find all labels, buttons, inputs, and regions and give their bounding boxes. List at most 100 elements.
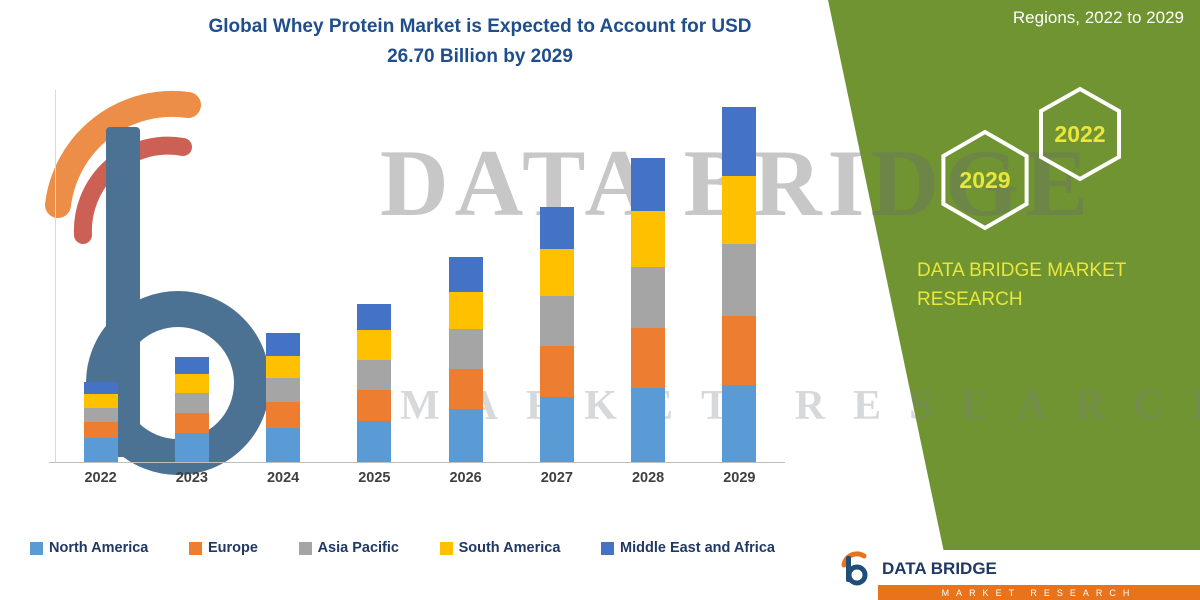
x-axis-label-2029: 2029 — [723, 470, 756, 486]
x-axis-label-2022: 2022 — [84, 470, 117, 486]
legend-swatch-asia-pacific — [298, 541, 312, 555]
legend-label-asia-pacific: Asia Pacific — [317, 540, 399, 556]
bar-segment-asia-pacific — [448, 329, 483, 370]
watermark-market-research: MARKET RESEARCH — [400, 383, 1200, 429]
hexagon-2022-label: 2022 — [1054, 121, 1105, 147]
bar-column-2023: 2023 — [174, 90, 209, 486]
report-scope-text: Regions, 2022 to 2029 — [1012, 8, 1184, 27]
bar-segment-asia-pacific — [631, 266, 666, 328]
bar-segment-south-america — [174, 374, 209, 394]
footer-brand-box: DATA BRIDGE MARKET RESEARCH — [822, 550, 1200, 600]
bar-column-2022: 2022 — [83, 90, 118, 486]
bar-segment-north-america — [631, 387, 666, 462]
bar-segment-europe — [83, 422, 118, 439]
bar-segment-south-america — [722, 176, 757, 245]
legend-label-south-america: South America — [458, 540, 561, 556]
stacked-bar-2029 — [722, 107, 757, 462]
bar-segment-south-america — [357, 330, 392, 360]
legend-item-north-america: North America — [30, 540, 148, 556]
bar-segment-asia-pacific — [266, 378, 301, 403]
footer-logo-icon — [841, 551, 868, 586]
bar-segment-south-america — [448, 291, 483, 330]
bar-segment-asia-pacific — [174, 393, 209, 413]
logo-orange-arc — [45, 90, 201, 218]
bar-segment-middle-east-and-africa — [174, 357, 209, 375]
bar-column-2027: 2027 — [539, 90, 574, 486]
stacked-bar-2024 — [266, 333, 301, 462]
bar-column-2026: 2026 — [448, 90, 483, 486]
footer-brand-name: DATA BRIDGE — [882, 559, 997, 578]
hexagon-2029-label: 2029 — [959, 167, 1010, 193]
chart-legend: North America Europe Asia Pacific South Ame… — [30, 540, 775, 556]
bar-segment-asia-pacific — [539, 295, 574, 347]
bar-segment-europe — [357, 390, 392, 421]
x-axis-line — [49, 462, 785, 463]
stacked-bar-2025 — [357, 303, 392, 462]
bar-column-2028: 2028 — [631, 90, 666, 486]
bar-segment-middle-east-and-africa — [722, 107, 757, 177]
bar-segment-north-america — [83, 438, 118, 462]
bar-segment-middle-east-and-africa — [539, 206, 574, 250]
bar-segment-asia-pacific — [83, 407, 118, 423]
bar-segment-europe — [631, 327, 666, 388]
legend-item-asia-pacific: Asia Pacific — [298, 540, 399, 556]
bar-column-2024: 2024 — [266, 90, 301, 486]
legend-item-europe: Europe — [189, 540, 258, 556]
panel-brand-line2: RESEARCH — [917, 289, 1023, 311]
legend-swatch-south-america — [439, 541, 453, 555]
bar-segment-europe — [539, 346, 574, 397]
legend-label-middle-east-and-africa: Middle East and Africa — [620, 540, 775, 556]
stacked-bar-2022 — [83, 382, 118, 462]
bar-column-2029: 2029 — [722, 90, 757, 486]
chart-title-line2: 26.70 Billion by 2029 — [387, 46, 573, 68]
x-axis-label-2023: 2023 — [175, 470, 209, 486]
bar-segment-north-america — [722, 384, 757, 462]
bar-segment-europe — [266, 402, 301, 428]
x-axis-label-2024: 2024 — [266, 470, 300, 486]
bar-segment-north-america — [539, 396, 574, 462]
bar-column-2025: 2025 — [357, 90, 392, 486]
bar-segment-middle-east-and-africa — [357, 303, 392, 331]
bar-segment-south-america — [83, 394, 118, 408]
hexagon-2022 — [1039, 86, 1121, 182]
bar-segment-europe — [174, 412, 209, 433]
bar-segment-europe — [722, 315, 757, 385]
x-axis-label-2027: 2027 — [540, 470, 574, 486]
bar-segment-asia-pacific — [357, 359, 392, 391]
bar-segment-middle-east-and-africa — [448, 257, 483, 292]
footer-orange-bar: MARKET RESEARCH — [878, 585, 1200, 600]
bar-segment-south-america — [539, 249, 574, 296]
legend-swatch-north-america — [30, 541, 43, 555]
chart-title: Global Whey Protein Market is Expected t… — [60, 12, 900, 73]
stacked-bar-2027 — [539, 206, 574, 462]
stacked-bar-2026 — [448, 257, 483, 462]
legend-label-europe: Europe — [208, 540, 258, 556]
stacked-bar-chart: 2022 2023 2024 2025 2026 2027 2028 2029 — [49, 90, 785, 510]
chart-title-line1: Global Whey Protein Market is Expected t… — [208, 16, 752, 37]
x-axis-label-2025: 2025 — [358, 470, 391, 486]
bar-segment-europe — [448, 369, 483, 409]
bar-segment-north-america — [266, 427, 301, 462]
bar-segment-asia-pacific — [722, 244, 757, 316]
bar-segment-middle-east-and-africa — [631, 157, 666, 211]
bar-segment-south-america — [631, 210, 666, 267]
bar-segment-north-america — [357, 420, 392, 462]
bar-segment-south-america — [266, 355, 301, 379]
bar-segment-middle-east-and-africa — [266, 333, 301, 356]
legend-label-north-america: North America — [49, 540, 149, 556]
x-axis-label-2026: 2026 — [449, 470, 482, 486]
legend-item-south-america: South America — [439, 540, 561, 556]
stacked-bar-2028 — [631, 157, 666, 462]
year-hexagons: 2029 2022 — [941, 86, 1121, 231]
plot-area: 2022 2023 2024 2025 2026 2027 2028 2029 — [55, 90, 785, 486]
bar-segment-north-america — [448, 408, 483, 462]
bar-segment-middle-east-and-africa — [83, 382, 118, 395]
bar-segment-north-america — [174, 432, 209, 462]
y-axis-line — [55, 90, 56, 462]
legend-item-middle-east-and-africa: Middle East and Africa — [601, 540, 775, 556]
legend-swatch-middle-east-and-africa — [601, 541, 614, 555]
legend-swatch-europe — [189, 541, 202, 555]
x-axis-label-2028: 2028 — [631, 470, 665, 486]
hexagon-2029 — [941, 129, 1029, 231]
